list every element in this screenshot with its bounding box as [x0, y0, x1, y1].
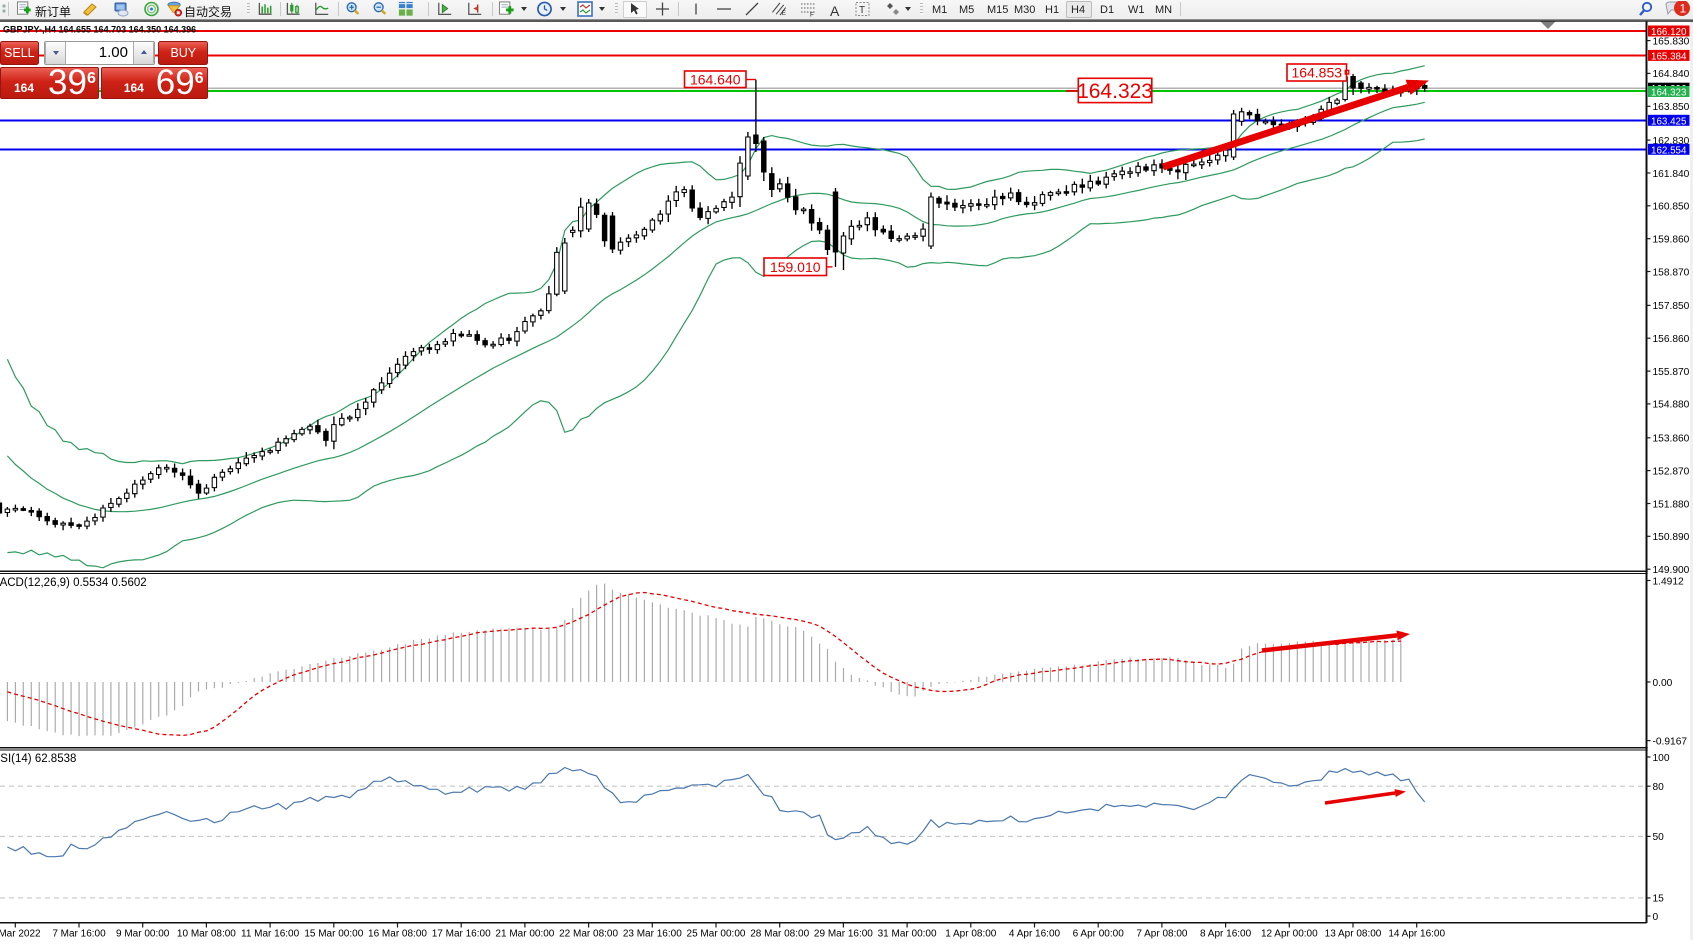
svg-text:MACD(12,26,9) 0.5534 0.5602: MACD(12,26,9) 0.5534 0.5602 [0, 577, 147, 589]
svg-text:162.830: 162.830 [1653, 136, 1690, 147]
svg-text:RSI(14) 62.8538: RSI(14) 62.8538 [0, 753, 76, 765]
svg-text:156.860: 156.860 [1653, 334, 1690, 345]
svg-text:31 Mar 00:00: 31 Mar 00:00 [878, 929, 937, 940]
svg-text:165.384: 165.384 [1651, 51, 1687, 62]
svg-text:161.840: 161.840 [1653, 169, 1690, 180]
svg-text:7 Mar 16:00: 7 Mar 16:00 [52, 929, 106, 940]
svg-text:15 Mar 00:00: 15 Mar 00:00 [304, 929, 363, 940]
svg-text:4 Mar 2022: 4 Mar 2022 [0, 929, 41, 940]
svg-text:6 Apr 00:00: 6 Apr 00:00 [1073, 929, 1125, 940]
svg-text:164.323: 164.323 [1651, 88, 1687, 99]
svg-text:9 Mar 00:00: 9 Mar 00:00 [116, 929, 170, 940]
svg-text:154.880: 154.880 [1653, 400, 1690, 411]
svg-text:163.850: 163.850 [1653, 102, 1690, 113]
svg-text:158.870: 158.870 [1653, 267, 1690, 278]
svg-text:25 Mar 00:00: 25 Mar 00:00 [687, 929, 746, 940]
svg-text:GBPJPY-,H4 164.655 164.703 16: GBPJPY-,H4 164.655 164.703 164.350 164.3… [3, 25, 196, 35]
svg-text:17 Mar 16:00: 17 Mar 16:00 [432, 929, 491, 940]
svg-text:153.860: 153.860 [1653, 434, 1690, 445]
svg-text:160.850: 160.850 [1653, 202, 1690, 213]
svg-text:13 Apr 08:00: 13 Apr 08:00 [1325, 929, 1382, 940]
svg-text:10 Mar 08:00: 10 Mar 08:00 [177, 929, 236, 940]
svg-text:16 Mar 08:00: 16 Mar 08:00 [368, 929, 427, 940]
svg-text:164.640: 164.640 [690, 71, 741, 87]
svg-text:157.850: 157.850 [1653, 301, 1690, 312]
svg-text:-0.9167: -0.9167 [1653, 736, 1688, 747]
svg-text:T: T [859, 5, 865, 16]
svg-text:7 Apr 08:00: 7 Apr 08:00 [1136, 929, 1188, 940]
svg-text:1 Apr 08:00: 1 Apr 08:00 [945, 929, 997, 940]
svg-text:1: 1 [1680, 2, 1687, 16]
svg-text:15: 15 [1653, 894, 1665, 905]
svg-text:155.870: 155.870 [1653, 367, 1690, 378]
svg-text:E: E [782, 10, 786, 17]
svg-text:0.00: 0.00 [1653, 678, 1673, 689]
svg-text:100: 100 [1653, 753, 1670, 764]
svg-text:14 Apr 16:00: 14 Apr 16:00 [1388, 929, 1445, 940]
svg-text:166.120: 166.120 [1651, 27, 1687, 38]
svg-text:8 Apr 16:00: 8 Apr 16:00 [1200, 929, 1252, 940]
svg-text:165.830: 165.830 [1653, 36, 1690, 47]
svg-text:0: 0 [1653, 912, 1659, 923]
svg-text:28 Mar 08:00: 28 Mar 08:00 [750, 929, 809, 940]
svg-text:149.900: 149.900 [1653, 565, 1690, 576]
svg-text:150.890: 150.890 [1653, 532, 1690, 543]
svg-text:164.840: 164.840 [1653, 69, 1690, 80]
svg-text:159.860: 159.860 [1653, 235, 1690, 246]
svg-text:80: 80 [1653, 782, 1665, 793]
svg-text:151.880: 151.880 [1653, 499, 1690, 510]
svg-text:50: 50 [1653, 832, 1665, 843]
svg-text:23 Mar 16:00: 23 Mar 16:00 [623, 929, 682, 940]
svg-text:164.323: 164.323 [1077, 80, 1153, 103]
svg-text:29 Mar 16:00: 29 Mar 16:00 [814, 929, 873, 940]
svg-text:163.425: 163.425 [1651, 116, 1687, 127]
svg-text:159.010: 159.010 [770, 259, 821, 275]
svg-text:152.870: 152.870 [1653, 466, 1690, 477]
svg-text:22 Mar 08:00: 22 Mar 08:00 [559, 929, 618, 940]
svg-text:12 Apr 00:00: 12 Apr 00:00 [1261, 929, 1318, 940]
svg-text:162.554: 162.554 [1651, 145, 1687, 156]
svg-text:4 Apr 16:00: 4 Apr 16:00 [1009, 929, 1061, 940]
svg-text:11 Mar 16:00: 11 Mar 16:00 [241, 929, 300, 940]
svg-text:164.853: 164.853 [1291, 65, 1342, 81]
svg-text:1.4912: 1.4912 [1653, 576, 1684, 587]
svg-text:21 Mar 00:00: 21 Mar 00:00 [495, 929, 554, 940]
svg-text:F: F [810, 12, 814, 18]
